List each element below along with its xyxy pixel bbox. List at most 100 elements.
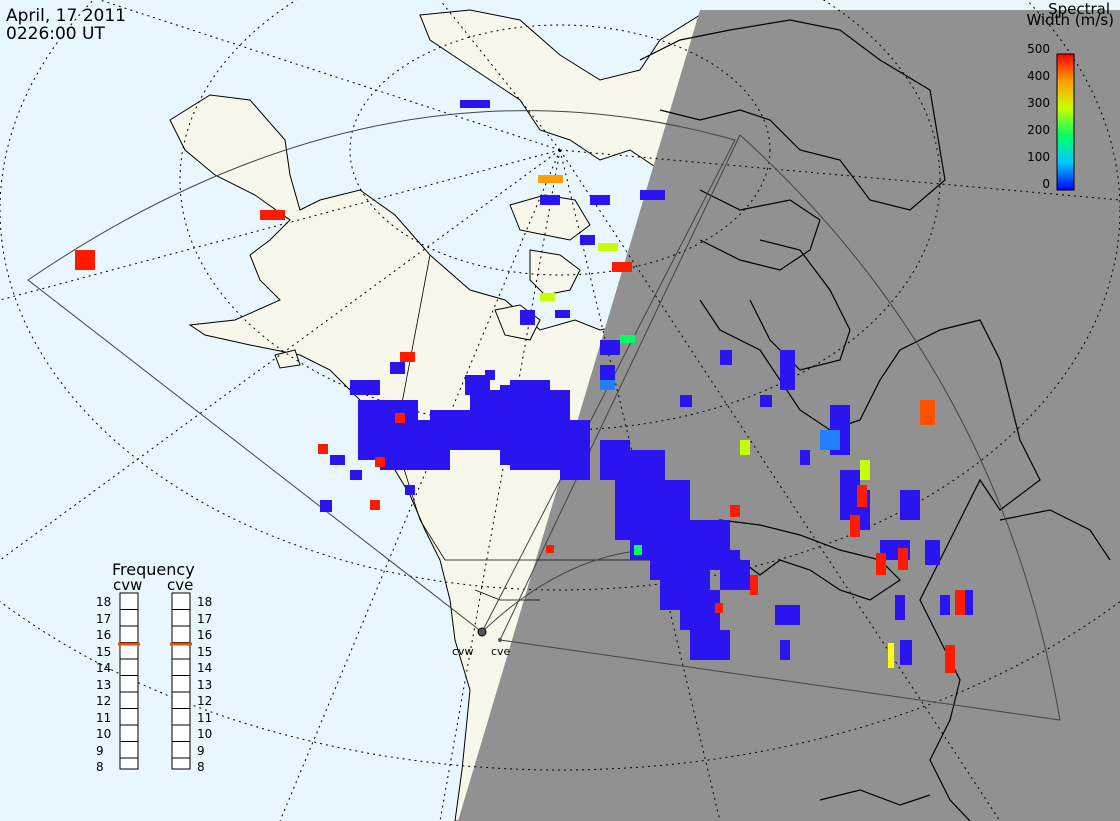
site-label-cve: cve <box>491 645 511 658</box>
backscatter-cell <box>538 175 563 183</box>
backscatter-cell <box>330 455 345 465</box>
legend-tick: 100 <box>1027 150 1050 164</box>
backscatter-cell <box>612 262 632 272</box>
backscatter-cell <box>600 380 615 390</box>
backscatter-cell <box>898 548 908 570</box>
backscatter-cell <box>850 515 860 537</box>
backscatter-cell <box>370 500 380 510</box>
night-region <box>458 10 1120 821</box>
radar-site-cvw-marker <box>477 627 487 637</box>
site-label-cvw: cvw <box>452 645 474 658</box>
frequency-scale-right-label: 17 <box>197 611 213 626</box>
backscatter-cell <box>940 595 950 615</box>
backscatter-cell <box>390 362 405 374</box>
legend-tick: 0 <box>1042 177 1050 191</box>
backscatter-cell <box>460 100 490 108</box>
backscatter-cell <box>600 340 620 355</box>
backscatter-cell <box>520 310 535 325</box>
backscatter-cell <box>925 540 940 565</box>
backscatter-cell <box>750 575 758 595</box>
backscatter-cell <box>920 400 935 425</box>
radar-name-cve: cve <box>167 576 194 594</box>
backscatter-cell <box>540 195 560 205</box>
spectral-width-colorbar <box>1056 53 1075 191</box>
radar-site-cve-marker <box>498 638 502 642</box>
backscatter-cell <box>715 603 723 613</box>
backscatter-cell <box>730 505 740 517</box>
frequency-scale-right-label: 12 <box>197 694 213 708</box>
backscatter-cell <box>555 310 570 318</box>
backscatter-cell <box>900 490 920 520</box>
coastlines-night <box>639 19 1111 821</box>
backscatter-cell <box>75 250 95 270</box>
frequency-panel-title: Frequency <box>112 560 195 579</box>
backscatter-cell <box>760 395 772 407</box>
legend-tick: 200 <box>1027 123 1050 137</box>
backscatter-cell <box>945 645 955 673</box>
backscatter-cell <box>680 590 720 630</box>
backscatter-cell <box>876 553 886 575</box>
backscatter-cell <box>395 413 405 423</box>
legend-title-line2: Width (m/s) <box>1026 11 1114 29</box>
backscatter-cell <box>260 210 285 220</box>
backscatter-cell <box>590 195 610 205</box>
backscatter-cell <box>820 430 840 450</box>
backscatter-cell <box>620 335 635 343</box>
frequency-scale-left-label: 8 <box>96 760 104 774</box>
frequency-scale-right-label: 14 <box>197 661 213 675</box>
frequency-scale-left-label: 15 <box>96 644 112 659</box>
backscatter-cell <box>580 235 595 245</box>
backscatter-cell <box>540 293 555 301</box>
backscatter-cell <box>350 470 362 480</box>
backscatter-cell <box>720 550 740 590</box>
legend-tick: 400 <box>1027 69 1050 83</box>
frequency-scale-left-label: 17 <box>96 611 112 626</box>
frequency-scale-left-label: 11 <box>96 710 112 725</box>
backscatter-cell <box>546 545 554 553</box>
frequency-scale-right-label: 18 <box>197 595 213 609</box>
backscatter-cell <box>690 630 730 660</box>
radar-name-cvw: cvw <box>113 576 143 594</box>
backscatter-cell <box>318 444 328 454</box>
frequency-scale-right-label: 15 <box>197 644 213 659</box>
legend-tick: 500 <box>1027 42 1050 56</box>
backscatter-cell <box>800 450 810 465</box>
frequency-scale-left-label: 10 <box>96 727 112 741</box>
backscatter-cell <box>485 370 495 380</box>
backscatter-cell <box>375 457 385 467</box>
backscatter-cell <box>955 590 965 615</box>
backscatter-cell <box>350 380 380 395</box>
frequency-scale-right-label: 13 <box>197 677 213 692</box>
backscatter-cell <box>963 590 973 615</box>
frequency-scale-left-label: 13 <box>96 677 112 692</box>
time-label: 0226:00 UT <box>6 24 105 44</box>
backscatter-cell <box>680 395 692 407</box>
frequency-scale-left-label: 9 <box>96 743 104 758</box>
backscatter-cells <box>75 100 973 673</box>
backscatter-cell <box>640 190 665 200</box>
backscatter-cell <box>634 545 642 555</box>
frequency-scale-right-label: 10 <box>197 727 213 741</box>
backscatter-cell <box>775 605 800 625</box>
frequency-scale-right-label: 11 <box>197 710 213 725</box>
backscatter-cell <box>405 485 415 495</box>
backscatter-cell <box>857 485 867 507</box>
legend-title-line1: Spectral <box>1048 0 1110 18</box>
backscatter-cell <box>720 350 732 365</box>
frequency-scale-left-label: 16 <box>96 628 112 642</box>
backscatter-cell <box>465 375 490 395</box>
frequency-scale-left-label: 18 <box>96 595 112 609</box>
frequency-scale-right-label: 9 <box>197 743 205 758</box>
backscatter-cell <box>598 243 618 251</box>
frequency-scale-left-label: 14 <box>96 661 112 675</box>
date-label: April, 17 2011 <box>6 6 126 26</box>
legend-tick: 300 <box>1027 96 1050 110</box>
backscatter-cell <box>470 390 500 450</box>
frequency-scale-right-label: 16 <box>197 628 213 642</box>
backscatter-cell <box>320 500 332 512</box>
backscatter-cell <box>400 352 415 362</box>
frequency-scale-right-label: 8 <box>197 760 205 774</box>
backscatter-cell <box>740 560 750 590</box>
